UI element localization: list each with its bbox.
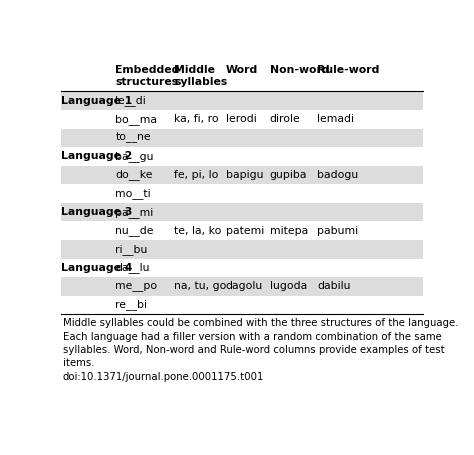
Text: patemi: patemi [226, 226, 264, 236]
Text: do__ke: do__ke [116, 170, 153, 180]
Bar [61, 258, 423, 277]
Bar [61, 277, 423, 296]
Text: gupiba: gupiba [270, 170, 307, 180]
Text: pabumi: pabumi [318, 226, 359, 236]
Text: na, tu, go: na, tu, go [174, 281, 227, 291]
Text: me__po: me__po [116, 281, 157, 291]
Bar [61, 166, 423, 184]
Text: badogu: badogu [318, 170, 359, 180]
Text: Non-word: Non-word [270, 65, 329, 75]
Text: Embedded
structures: Embedded structures [116, 65, 180, 87]
Text: lemadi: lemadi [318, 114, 355, 124]
Text: mitepa: mitepa [270, 226, 308, 236]
Text: pa__mi: pa__mi [116, 207, 154, 217]
Text: items.: items. [63, 359, 94, 369]
Bar [61, 63, 423, 91]
Bar [61, 110, 423, 128]
Text: Each language had a filler version with a random combination of the same: Each language had a filler version with … [63, 332, 442, 342]
Text: Middle syllables could be combined with the three structures of the language.: Middle syllables could be combined with … [63, 318, 458, 329]
Text: mo__ti: mo__ti [116, 188, 151, 199]
Bar [61, 91, 423, 110]
Text: ri__bu: ri__bu [116, 244, 148, 255]
Text: lerodi: lerodi [226, 114, 256, 124]
Bar [61, 222, 423, 240]
Text: syllables. Word, Non-word and Rule-word columns provide examples of test: syllables. Word, Non-word and Rule-word … [63, 345, 445, 355]
Text: dirole: dirole [270, 114, 301, 124]
Text: Word: Word [226, 65, 258, 75]
Bar [61, 128, 423, 147]
Text: Rule-word: Rule-word [318, 65, 380, 75]
Text: re__bi: re__bi [116, 299, 147, 310]
Text: Language 3: Language 3 [61, 207, 132, 217]
Bar [61, 203, 423, 222]
Bar [61, 240, 423, 258]
Text: da__lu: da__lu [116, 263, 150, 273]
Text: le__di: le__di [116, 95, 146, 106]
Text: Middle
syllables: Middle syllables [174, 65, 228, 87]
Bar [61, 184, 423, 203]
Text: ba__gu: ba__gu [116, 151, 154, 162]
Text: to__ne: to__ne [116, 132, 151, 143]
Text: bapigu: bapigu [226, 170, 263, 180]
Text: nu__de: nu__de [116, 225, 154, 236]
Bar [61, 147, 423, 166]
Text: te, la, ko: te, la, ko [174, 226, 222, 236]
Bar [61, 296, 423, 314]
Text: dagolu: dagolu [226, 281, 263, 291]
Text: ka, fi, ro: ka, fi, ro [174, 114, 219, 124]
Text: fe, pi, lo: fe, pi, lo [174, 170, 219, 180]
Text: bo__ma: bo__ma [116, 114, 157, 125]
Text: Language 1: Language 1 [61, 96, 132, 106]
Text: Language 2: Language 2 [61, 152, 132, 162]
Text: lugoda: lugoda [270, 281, 307, 291]
Text: doi:10.1371/journal.pone.0001175.t001: doi:10.1371/journal.pone.0001175.t001 [63, 372, 264, 382]
Text: dabilu: dabilu [318, 281, 351, 291]
Text: Language 4: Language 4 [61, 263, 132, 273]
